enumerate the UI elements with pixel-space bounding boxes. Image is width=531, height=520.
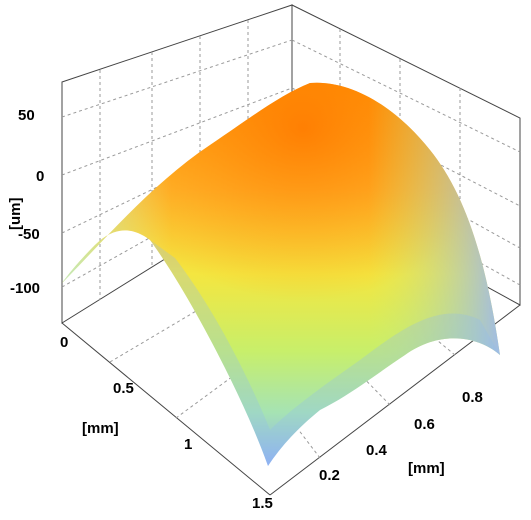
x-tick-label: 1	[184, 436, 192, 453]
z-tick-label: 50	[18, 107, 35, 124]
z-axis-label: [um]	[7, 198, 24, 231]
grid-line	[61, 87, 293, 176]
z-tick-label: -100	[10, 280, 40, 297]
surface-front-edge-shading	[150, 240, 500, 466]
y-tick-label: 0.8	[462, 389, 483, 406]
surface-right-shading	[62, 82, 500, 466]
z-axis: 50 0 -50 -100 [um]	[7, 107, 44, 297]
grid-line	[61, 39, 293, 118]
x-axis-label: [mm]	[82, 420, 119, 437]
y-tick-label: 0.4	[366, 442, 388, 459]
y-tick-label: 0.2	[319, 467, 340, 484]
surface	[62, 82, 500, 466]
y-tick-label: 0.6	[414, 416, 435, 433]
x-axis: 0 0.5 1 1.5 [mm]	[60, 334, 273, 512]
y-axis-label: [mm]	[408, 460, 445, 477]
floor-edge-left	[61, 322, 271, 496]
x-tick-label: 1.5	[252, 495, 273, 512]
z-tick-label: -50	[18, 226, 40, 243]
grid-line	[291, 39, 521, 153]
x-tick-label: 0.5	[113, 380, 134, 397]
x-tick-label: 0	[60, 334, 68, 351]
grid-line	[61, 157, 293, 288]
y-axis: 0.2 0.4 0.6 0.8 [mm]	[319, 389, 483, 484]
z-tick-label: 0	[36, 168, 44, 185]
